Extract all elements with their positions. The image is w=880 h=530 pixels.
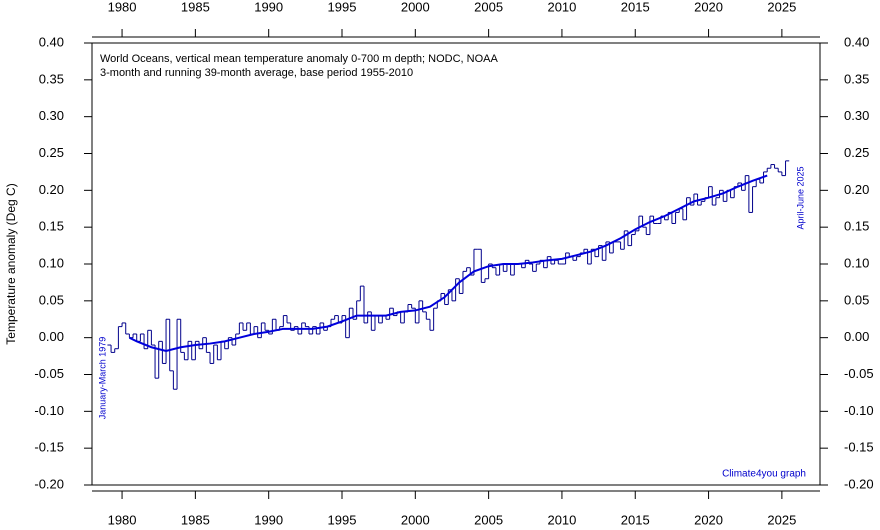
plot-frame [91, 42, 821, 486]
y-tick-label-right: -0.05 [844, 366, 874, 381]
end-annotation: April-June 2025 [795, 166, 805, 229]
x-tick-label: 2025 [767, 512, 796, 527]
x-tick-label: 2015 [621, 512, 650, 527]
x-tick-label-top: 2000 [401, 0, 430, 14]
x-tick-label-top: 1995 [328, 0, 357, 14]
start-annotation: January-March 1979 [97, 337, 107, 420]
y-tick-label-right: 0.10 [844, 255, 869, 270]
y-tick-label-right: -0.10 [844, 403, 874, 418]
x-tick-label-top: 1985 [181, 0, 210, 14]
x-tick-label-top: 1990 [254, 0, 283, 14]
y-tick-label-right: -0.20 [844, 476, 874, 491]
y-axis-label: Temperature anomaly (Deg C) [4, 183, 18, 344]
x-tick-label: 2010 [547, 512, 576, 527]
x-tick-label-top: 2020 [694, 0, 723, 14]
y-tick-label: -0.20 [34, 476, 64, 491]
y-tick-label: 0.20 [39, 182, 64, 197]
y-tick-label: 0.35 [39, 71, 64, 86]
y-tick-label: -0.15 [34, 440, 64, 455]
y-tick-label: 0.40 [39, 34, 64, 49]
y-tick-label: -0.05 [34, 366, 64, 381]
chart-title: World Oceans, vertical mean temperature … [100, 53, 498, 65]
chart-subtitle: 3-month and running 39-month average, ba… [100, 67, 413, 79]
y-tick-label-right: 0.20 [844, 182, 869, 197]
y-tick-label: -0.10 [34, 403, 64, 418]
y-tick-label: 0.25 [39, 145, 64, 160]
x-tick-label-top: 2015 [621, 0, 650, 14]
x-tick-label: 1995 [328, 512, 357, 527]
x-tick-label-top: 2025 [767, 0, 796, 14]
x-tick-label-top: 2005 [474, 0, 503, 14]
y-tick-label: 0.15 [39, 219, 64, 234]
x-tick-label: 1985 [181, 512, 210, 527]
y-tick-label: 0.10 [39, 255, 64, 270]
y-tick-label: 0.00 [39, 329, 64, 344]
x-tick-label: 2020 [694, 512, 723, 527]
y-tick-label: 0.30 [39, 108, 64, 123]
credit: Climate4you graph [722, 469, 806, 480]
y-tick-label-right: 0.30 [844, 108, 869, 123]
y-tick-label-right: 0.35 [844, 71, 869, 86]
x-tick-label: 1990 [254, 512, 283, 527]
x-tick-label: 1980 [108, 512, 137, 527]
x-tick-label: 2000 [401, 512, 430, 527]
y-tick-label-right: -0.15 [844, 440, 874, 455]
average-line [128, 174, 768, 352]
x-tick-label-top: 2010 [547, 0, 576, 14]
y-tick-label-right: 0.15 [844, 219, 869, 234]
x-tick-label-top: 1980 [108, 0, 137, 14]
y-tick-label-right: 0.25 [844, 145, 869, 160]
y-tick-label-right: 0.40 [844, 34, 869, 49]
y-tick-label-right: 0.05 [844, 292, 869, 307]
y-tick-label-right: 0.00 [844, 329, 869, 344]
y-tick-label: 0.05 [39, 292, 64, 307]
x-tick-label: 2005 [474, 512, 503, 527]
